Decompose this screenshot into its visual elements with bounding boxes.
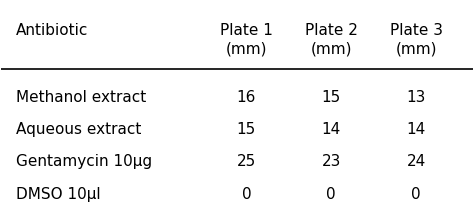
Text: Gentamycin 10μg: Gentamycin 10μg — [16, 155, 152, 169]
Text: 15: 15 — [322, 90, 341, 105]
Text: Plate 2
(mm): Plate 2 (mm) — [305, 23, 358, 56]
Text: Methanol extract: Methanol extract — [16, 90, 146, 105]
Text: 24: 24 — [406, 155, 426, 169]
Text: DMSO 10μl: DMSO 10μl — [16, 186, 100, 202]
Text: 14: 14 — [406, 122, 426, 137]
Text: 15: 15 — [237, 122, 256, 137]
Text: 13: 13 — [406, 90, 426, 105]
Text: Plate 3
(mm): Plate 3 (mm) — [390, 23, 443, 56]
Text: 0: 0 — [242, 186, 251, 202]
Text: Antibiotic: Antibiotic — [16, 23, 88, 38]
Text: 16: 16 — [237, 90, 256, 105]
Text: 0: 0 — [411, 186, 421, 202]
Text: Plate 1
(mm): Plate 1 (mm) — [220, 23, 273, 56]
Text: Aqueous extract: Aqueous extract — [16, 122, 141, 137]
Text: 23: 23 — [321, 155, 341, 169]
Text: 0: 0 — [327, 186, 336, 202]
Text: 25: 25 — [237, 155, 256, 169]
Text: 14: 14 — [322, 122, 341, 137]
